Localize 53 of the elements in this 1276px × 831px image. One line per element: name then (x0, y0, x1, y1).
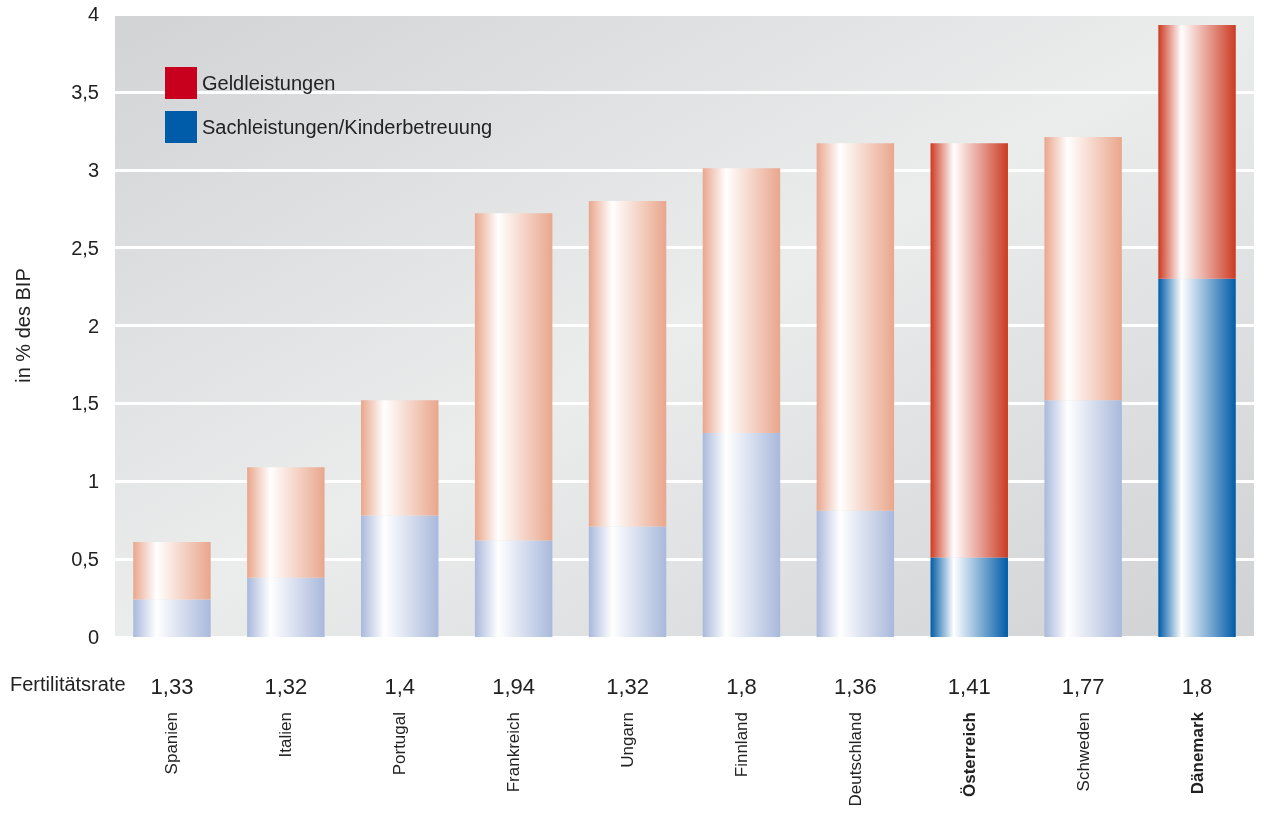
bar (702, 432, 781, 637)
bar (1158, 278, 1236, 637)
text: 1,33 (150, 673, 194, 699)
text: 1,4 (384, 673, 416, 699)
x-tick-label: Ungarn (618, 712, 638, 768)
y-tick-label: 3 (87, 158, 99, 181)
x-tick-label: Deutschland (845, 712, 865, 807)
text: 1,94 (492, 673, 536, 699)
text: 1,8 (1181, 673, 1213, 699)
y-tick-label: 2 (87, 314, 99, 337)
bar (930, 143, 1008, 558)
bar (133, 541, 211, 600)
bar (361, 515, 439, 637)
y-tick-label: 2,5 (71, 236, 99, 259)
x-tick-label: Österreich (959, 712, 979, 798)
x-tick-label: Portugal (390, 712, 410, 776)
bar (133, 599, 211, 637)
x-tick-label: Finnland (731, 712, 751, 778)
bar (361, 400, 439, 516)
text: 1,77 (1061, 673, 1105, 699)
x-tick-label: Frankreich (504, 712, 524, 793)
text: 1,32 (606, 673, 649, 699)
y-tick-label: 1,5 (71, 392, 99, 415)
x-tick-label: Spanien (162, 712, 182, 775)
text: Fertilitätsrate (10, 673, 126, 695)
x-tick-label: Dänemark (1187, 711, 1207, 795)
y-tick-label: 3,5 (71, 80, 99, 103)
bar (816, 143, 895, 511)
bar (247, 577, 325, 637)
bar (474, 213, 553, 541)
bar (588, 200, 667, 527)
bar (474, 540, 553, 637)
bar (588, 526, 667, 637)
x-tick-label: Schweden (1073, 712, 1093, 792)
y-tick-label: 0,5 (71, 548, 99, 571)
text: 1,36 (833, 673, 877, 699)
y-tick-label: 4 (87, 3, 99, 25)
x-tick-label: Italien (276, 712, 296, 758)
bar (247, 467, 325, 578)
y-tick-label: 0 (87, 626, 99, 648)
text: 1,41 (947, 673, 991, 699)
text: 1,32 (264, 673, 308, 699)
bar (1044, 137, 1122, 401)
y-axis-title: in % des BIP (12, 268, 34, 383)
bar (816, 510, 895, 637)
bar (1044, 400, 1122, 637)
text: 1,8 (726, 673, 757, 699)
legend-label: Geldleistungen (202, 72, 336, 94)
y-tick-label: 1 (87, 470, 99, 493)
legend-label: Sachleistungen/Kinderbetreuung (202, 116, 493, 138)
bar (702, 168, 781, 433)
bar (1158, 24, 1236, 279)
bar (930, 557, 1008, 637)
